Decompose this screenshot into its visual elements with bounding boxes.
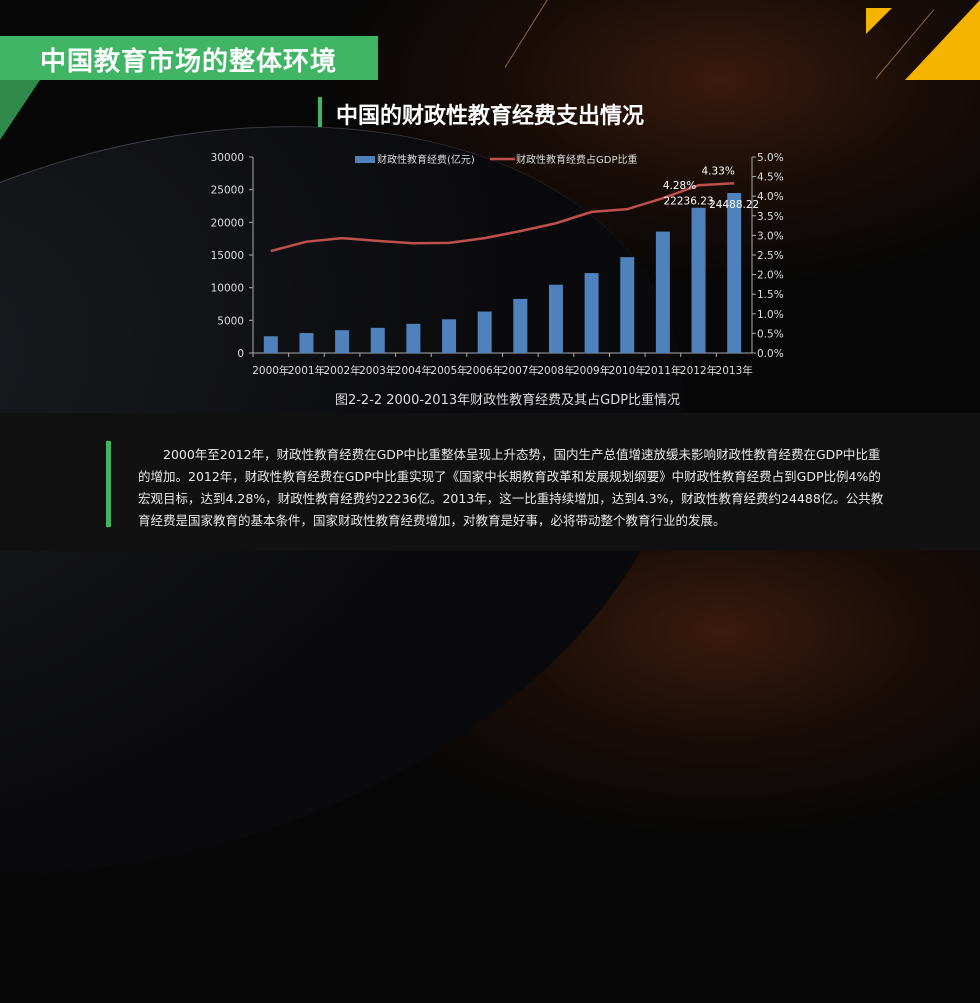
- banner-tail: [0, 80, 40, 140]
- x-tick-label: 2001年: [288, 364, 325, 377]
- x-tick-label: 2005年: [430, 364, 467, 377]
- data-label: 4.33%: [701, 165, 734, 177]
- chart-caption: 图2-2-2 2000-2013年财政性教育经费及其占GDP比重情况: [334, 393, 681, 408]
- bar: [299, 333, 314, 353]
- left-tick-label: 30000: [211, 152, 244, 164]
- right-tick-label: 1.0%: [757, 309, 784, 321]
- right-tick-label: 1.5%: [757, 289, 784, 301]
- description-paragraph: 2000年至2012年，财政性教育经费在GDP中比重整体呈现上升态势，国内生产总…: [138, 447, 884, 528]
- x-tick-label: 2009年: [573, 364, 610, 377]
- data-label: 22236.23: [663, 196, 713, 208]
- bar: [620, 257, 635, 353]
- bar: [335, 330, 350, 353]
- bar: [442, 319, 457, 353]
- legend-bar-label: 财政性教育经费(亿元): [377, 153, 475, 166]
- title-banner: [0, 36, 378, 80]
- bar: [584, 273, 599, 353]
- yellow-corner-decoration: [905, 0, 980, 80]
- right-tick-label: 0.0%: [757, 348, 784, 360]
- left-tick-label: 15000: [211, 250, 244, 262]
- left-tick-label: 0: [237, 348, 244, 360]
- paragraph-accent-bar: [106, 441, 111, 527]
- legend-bar-swatch: [355, 156, 375, 163]
- legend-line-label: 财政性教育经费占GDP比重: [516, 153, 637, 166]
- right-tick-label: 2.5%: [757, 250, 784, 262]
- x-tick-label: 2013年: [716, 364, 753, 377]
- bar: [406, 323, 421, 353]
- x-tick-label: 2012年: [680, 364, 717, 377]
- data-label: 4.28%: [663, 180, 696, 192]
- x-tick-label: 2006年: [466, 364, 503, 377]
- text-panel: [0, 413, 980, 551]
- right-tick-label: 0.5%: [757, 328, 784, 340]
- x-tick-label: 2007年: [502, 364, 539, 377]
- bar: [691, 207, 706, 353]
- right-tick-label: 3.0%: [757, 230, 784, 242]
- x-tick-label: 2000年: [252, 364, 289, 377]
- bar: [655, 231, 670, 353]
- chart: 0 5000 10000 15000 20000 25000 30000 0.0% 0.5% 1.…: [211, 152, 784, 377]
- chart-section-title: 中国的财政性教育经费支出情况: [336, 104, 645, 129]
- x-tick-label: 2004年: [395, 364, 432, 377]
- x-tick-label: 2002年: [323, 364, 360, 377]
- left-tick-label: 5000: [217, 315, 244, 327]
- right-tick-label: 4.5%: [757, 172, 784, 184]
- right-tick-label: 5.0%: [757, 152, 784, 164]
- bar: [727, 193, 742, 353]
- yellow-triangle-decoration: [866, 8, 892, 34]
- right-tick-label: 3.5%: [757, 211, 784, 223]
- right-tick-label: 2.0%: [757, 270, 784, 282]
- bar: [548, 284, 563, 353]
- x-tick-label: 2003年: [359, 364, 396, 377]
- x-tick-label: 2008年: [537, 364, 574, 377]
- bar: [513, 298, 528, 353]
- page-title: 中国教育市场的整体环境: [40, 47, 338, 77]
- right-tick-label: 4.0%: [757, 191, 784, 203]
- gdp-ratio-line: [270, 182, 735, 253]
- bar: [370, 327, 385, 353]
- left-tick-label: 25000: [211, 185, 244, 197]
- left-tick-label: 10000: [211, 283, 244, 295]
- x-tick-label: 2011年: [644, 364, 681, 377]
- x-tick-label: 2010年: [609, 364, 646, 377]
- data-label: 24488.22: [709, 199, 759, 211]
- left-tick-label: 20000: [211, 217, 244, 229]
- subtitle-accent-bar: [318, 97, 322, 127]
- bar: [477, 311, 492, 353]
- bar: [263, 336, 278, 353]
